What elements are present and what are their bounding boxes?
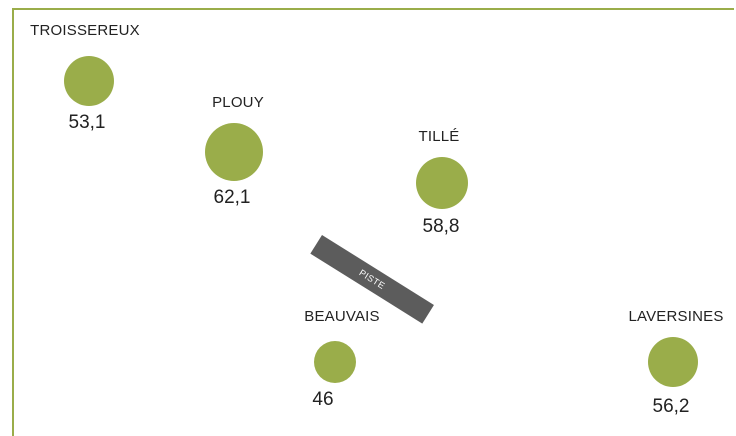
station-dot-troissereux xyxy=(64,56,114,106)
station-value-tille: 58,8 xyxy=(422,216,460,237)
station-value-beauvais: 46 xyxy=(312,389,334,410)
station-name-beauvais: BEAUVAIS xyxy=(304,308,380,325)
station-dot-beauvais xyxy=(314,341,356,383)
station-dot-laversines xyxy=(648,337,698,387)
station-name-troissereux: TROISSEREUX xyxy=(30,22,140,39)
runway-label: PISTE xyxy=(357,267,387,292)
station-value-plouy: 62,1 xyxy=(213,187,251,208)
station-name-laversines: LAVERSINES xyxy=(628,308,724,325)
station-name-tille: TILLÉ xyxy=(418,128,460,145)
station-value-troissereux: 53,1 xyxy=(68,112,106,133)
station-dot-plouy xyxy=(205,123,263,181)
station-name-plouy: PLOUY xyxy=(212,94,264,111)
map-frame xyxy=(12,8,734,436)
station-value-laversines: 56,2 xyxy=(652,396,690,417)
station-dot-tille xyxy=(416,157,468,209)
